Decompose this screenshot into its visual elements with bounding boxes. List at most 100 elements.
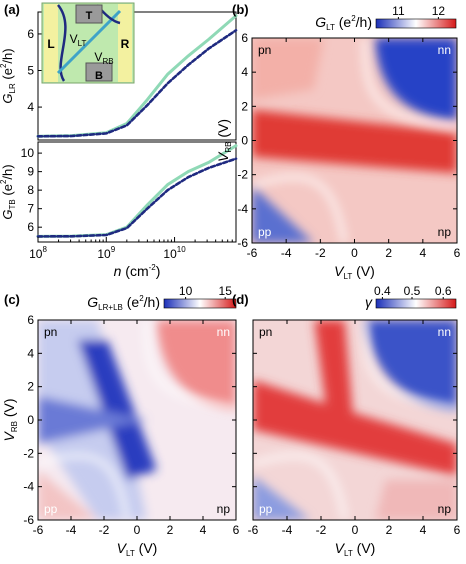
panel-a-xtick-label-part: 10: [163, 247, 177, 261]
panel-d-xlabel: VLT (V): [335, 540, 376, 558]
panel-c-xtick-label: -4: [66, 523, 77, 537]
panel-b-xtick-label: 2: [385, 246, 392, 260]
panel-c-color-regions: [38, 320, 236, 520]
panel-a-top-frame: [37, 11, 237, 141]
panel-b-ytick-label: 6: [241, 31, 248, 45]
panel-b-ylabel-part: RB: [224, 142, 233, 153]
panel-c-xlabel-part: LT: [126, 549, 135, 558]
panel-a-xtick-label: 108: [29, 245, 47, 261]
panel-a-top-ytick-label: 6: [27, 27, 34, 41]
panel-d-map: [253, 320, 457, 520]
panel-b-region-1: [375, 38, 457, 120]
panel-c-region-3: [156, 320, 236, 410]
panel-c-ridge-2: [38, 453, 130, 520]
panel-c-xtick-label: 2: [167, 523, 174, 537]
panel-a-bottom-ytick-label: 10: [21, 146, 35, 160]
panel-c-ytick-label: -4: [23, 480, 34, 494]
inset-label-R: R: [121, 37, 130, 51]
panel-a-xlabel-part: n: [114, 263, 122, 279]
panel-c-map: [38, 320, 236, 520]
panel-b-ridge-1: [362, 38, 457, 131]
panel-c-xtick-label: -2: [99, 523, 110, 537]
panel-b-ytick-label: 2: [241, 99, 248, 113]
panel-d-region-4: [253, 476, 311, 520]
panel-d-region-top-right: nn: [438, 325, 451, 339]
panel-b-ylabel: VRB (V): [215, 119, 233, 162]
panel-c-region-bottom-right: np: [217, 502, 231, 516]
panel-b-xtick-label: -4: [281, 246, 292, 260]
panel-c-region-2: [77, 340, 157, 480]
panel-b-ytick-label: 4: [241, 65, 248, 79]
panel-c-colorbar-title-part: G: [87, 294, 98, 310]
panel-a-bottom-ylabel: GTB (e2/h): [0, 164, 17, 219]
panel-a-bottom-ytick-label: 7: [27, 202, 34, 216]
panel-d-colorbar-tick-label: 0.6: [435, 284, 452, 298]
inset-label-VRB-part: V: [94, 50, 102, 64]
panel-a-bottom-ytick-label: 9: [27, 165, 34, 179]
panel-c-region-bottom-left: pp: [44, 502, 58, 516]
panel-b-xlabel: VLT (V): [334, 263, 375, 281]
panel-b-region-top-left: pn: [258, 43, 271, 57]
panel-b-xtick-label: 4: [419, 246, 426, 260]
inset-contact-right: [118, 4, 132, 82]
panel-c-ridge-1: [144, 320, 236, 411]
panel-d-region-3: [314, 320, 355, 440]
panel-b-xtick-label: 6: [454, 246, 461, 260]
panel-a-top-ylabel: GLR (e2/h): [0, 48, 17, 103]
panel-a-top-ytick-label: 4: [27, 100, 34, 114]
panel-b-ylabel-part: (V): [215, 119, 231, 142]
panel-a-bottom-ylabel-part: (e: [0, 184, 15, 199]
inset-diagonal: [56, 9, 122, 75]
panel-d-region-top-left: pn: [259, 325, 272, 339]
inset-label-VLT-part: V: [70, 32, 78, 46]
panel-d-xtick-label: 0: [352, 523, 359, 537]
panel-d-color-regions: [253, 320, 457, 520]
panel-d-region-bottom-left: pp: [259, 502, 273, 516]
panel-d-region-bottom-right: np: [438, 502, 452, 516]
panel-a-bottom-ytick-label: 6: [27, 220, 34, 234]
panel-c-xtick-label: -6: [33, 523, 44, 537]
panel-c-region-top-right: nn: [217, 325, 230, 339]
panel-b-colorbar: [375, 18, 457, 29]
panel-c-ylabel-part: (V): [1, 398, 17, 421]
panel-c-colorbar-title-part: 2: [139, 294, 144, 303]
panel-d-colorbar-title-part: γ: [365, 294, 373, 310]
panel-b-xtick-label: 0: [351, 246, 358, 260]
panel-a-bottom-series-1: [36, 144, 238, 238]
panel-b-colorbar-title-part: LT: [326, 23, 335, 32]
panel-a-top-ylabel-part: LR: [8, 83, 17, 93]
panel-a-xlabel-part: -2: [149, 263, 157, 272]
panel-a-bottom-ylabel-part: /h): [0, 164, 15, 179]
inset-contact-left: [44, 4, 58, 82]
panel-b-colorbar-title-part: (e: [335, 14, 352, 30]
panel-d-xtick-label: -4: [282, 523, 293, 537]
inset-label-VLT: VLT: [70, 32, 87, 48]
panel-c-xtick-label: 6: [233, 523, 240, 537]
panel-b-colorbar-tick-label: 11: [392, 4, 405, 18]
panel-a-xtick-label-part: 10: [29, 247, 43, 261]
panel-a-top-ytick-label: 5: [27, 64, 34, 78]
panel-label-a: (a): [4, 2, 20, 17]
panel-b-colorbar-title-part: 2: [351, 14, 356, 23]
panel-b-xtick-label: -2: [315, 246, 326, 260]
panel-b-colorbar-title: GLT (e2/h): [315, 14, 372, 32]
panel-a-top-series-2: [36, 29, 238, 138]
panel-c-colorbar-tick-label: 10: [179, 284, 193, 298]
panel-b-ytick-label: 0: [241, 134, 248, 148]
panel-c-ytick-label: -6: [23, 513, 34, 527]
panel-c-region-5: [38, 396, 147, 444]
panel-a-xtick-label-part: 10: [177, 245, 186, 254]
panel-b-ylabel-part: V: [215, 151, 231, 162]
panel-d-xtick-label: 4: [420, 523, 427, 537]
inset-label-T: T: [86, 10, 93, 22]
panel-b-xlabel-part: V: [334, 263, 345, 279]
panel-label-d: (d): [232, 292, 249, 307]
panel-d-xtick-label: -6: [248, 523, 259, 537]
inset-boundary-left: [56, 4, 67, 82]
panel-d-ridge-1: [362, 320, 457, 411]
panel-a-bottom-series-2: [36, 157, 238, 238]
panel-c-ytick-label: 0: [27, 413, 34, 427]
panel-b-ytick-label: -4: [237, 202, 248, 216]
panel-a-bottom-ylabel-part: 2: [0, 179, 8, 184]
